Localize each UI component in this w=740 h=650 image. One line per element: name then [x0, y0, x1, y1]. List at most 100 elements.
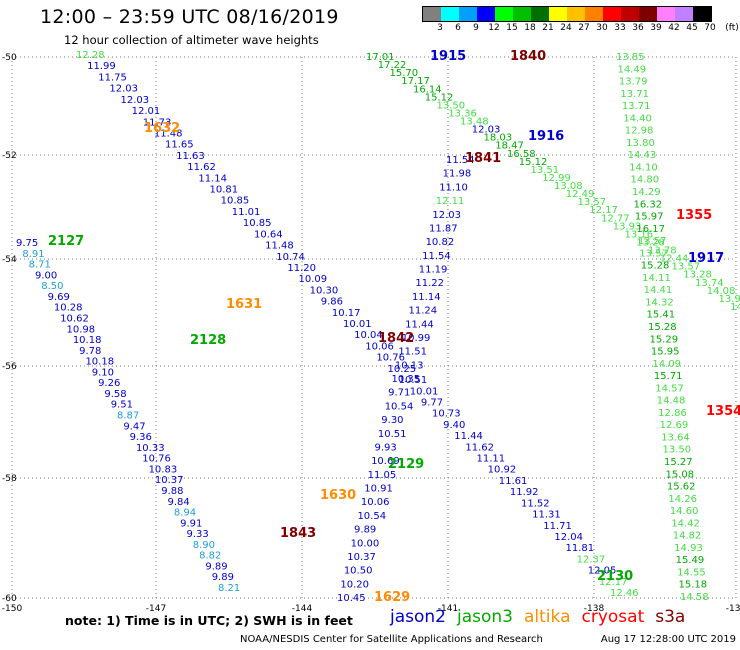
wave-height-value: 11.71: [543, 521, 572, 532]
wave-height-value: 12.69: [660, 420, 689, 431]
wave-height-value: 13.85: [616, 52, 645, 63]
wave-height-value: 10.18: [73, 335, 102, 346]
color-scale-tick: 18: [524, 23, 536, 33]
wave-height-value: 14.41: [644, 285, 673, 296]
wave-height-value: 15.41: [647, 310, 676, 321]
wave-height-value: 9.88: [161, 486, 183, 497]
wave-height-value: 10.76: [376, 353, 405, 364]
wave-height-value: 9.33: [186, 529, 208, 540]
color-swatch: [423, 7, 441, 21]
color-scale-tick: 21: [542, 23, 554, 33]
track-time-label: 1632: [144, 121, 180, 136]
track-time-label: 1842: [378, 331, 414, 346]
lon-label: -150: [2, 604, 23, 614]
wave-height-value: 13.79: [619, 77, 648, 88]
wave-height-value: 8.21: [218, 583, 240, 594]
wave-height-value: 14.82: [673, 531, 702, 542]
wave-height-value: 11.54: [446, 155, 475, 166]
color-swatch: [513, 7, 531, 21]
wave-height-value: 12.28: [76, 50, 105, 61]
color-scale-tick: 39: [650, 23, 662, 33]
color-scale-tick: 45: [686, 23, 698, 33]
color-swatch: [675, 7, 693, 21]
wave-height-value: 15.95: [651, 347, 680, 358]
color-swatch: [585, 7, 603, 21]
track-time-label: 2130: [597, 569, 633, 584]
track-time-label: 1629: [374, 590, 410, 605]
wave-height-value: 15.28: [648, 322, 677, 333]
wave-height-value: 14.58: [680, 592, 709, 603]
lat-label: -60: [2, 594, 17, 604]
color-scale-bar: [422, 6, 712, 22]
wave-height-value: 12.86: [658, 408, 687, 419]
color-scale-tick: 27: [578, 23, 590, 33]
wave-height-value: 10.51: [399, 375, 428, 386]
wave-height-value: 10.85: [221, 196, 250, 207]
wave-height-value: 10.91: [364, 484, 393, 495]
wave-height-value: 9.78: [79, 346, 101, 357]
wave-height-value: 14.08: [707, 286, 736, 297]
wave-height-value: 10.54: [385, 401, 414, 412]
wave-height-value: 10.30: [310, 285, 339, 296]
wave-height-value: 13.16: [625, 229, 654, 240]
wave-height-value: 11.01: [232, 207, 261, 218]
wave-height-value: 10.25: [388, 364, 417, 375]
wave-height-value: 11.10: [439, 182, 468, 193]
wave-height-value: 8.91: [22, 249, 44, 260]
wave-height-value: 13.08: [554, 181, 583, 192]
wave-height-value: 9.93: [374, 442, 396, 453]
color-swatch: [495, 7, 513, 21]
wave-height-value: 14.42: [671, 518, 700, 529]
wave-height-value: 15.71: [654, 371, 683, 382]
wave-height-value: 11.31: [532, 510, 561, 521]
wave-height-value: 11.22: [415, 278, 444, 289]
wave-height-value: 12.49: [566, 189, 595, 200]
wave-height-value: 10.76: [142, 454, 171, 465]
wave-height-value: 14.09: [652, 359, 681, 370]
wave-height-value: 10.81: [210, 185, 239, 196]
wave-height-value: 16.14: [413, 84, 442, 95]
color-scale-tick: 36: [632, 23, 644, 33]
wave-height-value: 11.62: [465, 442, 494, 453]
wave-height-value: 11.14: [198, 173, 227, 184]
wave-height-value: 14.43: [628, 150, 657, 161]
wave-height-value: 11.73: [143, 117, 172, 128]
wave-height-value: 11.11: [477, 454, 506, 465]
wave-height-value: 10.35: [392, 374, 421, 385]
wave-height-value: 10.04: [354, 330, 383, 341]
wave-height-value: 12.99: [542, 173, 571, 184]
wave-height-value: 9.26: [98, 378, 120, 389]
wave-height-value: 11.99: [87, 61, 116, 72]
legend-cryosat: cryosat: [581, 607, 645, 627]
wave-height-value: 14.48: [657, 396, 686, 407]
wave-height-value: 11.05: [368, 470, 397, 481]
wave-height-value: 14.10: [629, 162, 658, 173]
wave-height-value: 10.99: [402, 333, 431, 344]
color-swatch: [477, 7, 495, 21]
color-scale-tick: 3: [437, 23, 443, 33]
wave-height-value: 13.93: [613, 221, 642, 232]
wave-height-value: 11.65: [165, 140, 194, 151]
lon-label: -144: [292, 604, 313, 614]
wave-height-value: 11.52: [521, 498, 550, 509]
wave-height-value: 11.81: [566, 543, 595, 554]
track-time-label: 1354: [706, 404, 740, 419]
wave-height-value: 11.63: [176, 151, 205, 162]
wave-height-value: 14.80: [631, 175, 660, 186]
color-swatch: [549, 7, 567, 21]
color-swatch: [459, 7, 477, 21]
track-time-label: 2127: [48, 234, 84, 249]
wave-height-value: 13.98: [719, 294, 740, 305]
wave-height-value: 14.49: [617, 64, 646, 75]
wave-height-value: 8.87: [117, 411, 139, 422]
wave-height-value: 15.12: [425, 92, 454, 103]
wave-height-value: 16.32: [633, 199, 662, 210]
legend-jason3: jason3: [457, 607, 513, 627]
wave-height-value: 8.50: [41, 281, 63, 292]
wave-height-value: 10.51: [378, 429, 407, 440]
wave-height-value: 10.00: [351, 538, 380, 549]
lat-label: -50: [2, 53, 17, 63]
wave-height-value: 10.28: [54, 303, 83, 314]
wave-height-value: 10.92: [488, 465, 517, 476]
color-scale-tick: 30: [596, 23, 608, 33]
